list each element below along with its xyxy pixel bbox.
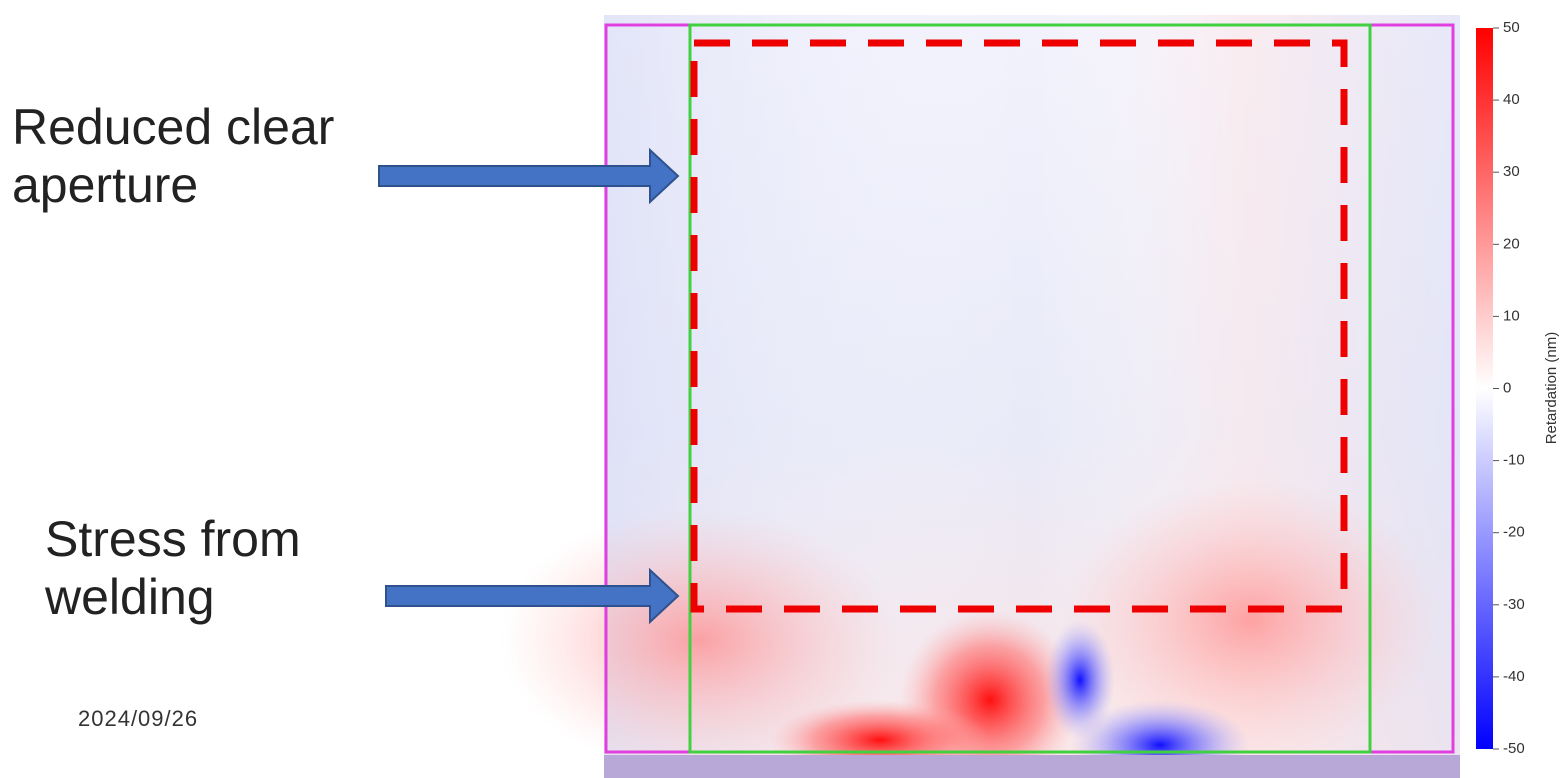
colorbar [1476, 28, 1493, 749]
tick-label: -30 [1503, 596, 1525, 613]
tick-label: 20 [1503, 235, 1520, 252]
tick-label: -40 [1503, 668, 1525, 685]
tick-label: -50 [1503, 740, 1525, 757]
tick-label: -20 [1503, 524, 1525, 541]
slide: Reduced clear aperture Stress from weldi… [0, 0, 1567, 778]
tick-label: 10 [1503, 307, 1520, 324]
tick-label: 0 [1503, 379, 1511, 396]
tick-label: -10 [1503, 452, 1525, 469]
tick-label: 40 [1503, 91, 1520, 108]
figure: Retardation (nm) 50 40 30 20 10 0 -10 -20 -30 -40… [0, 0, 1567, 778]
weld-seam [604, 755, 1460, 778]
colorbar-label: Retardation (nm) [1543, 332, 1560, 445]
tick-label: 30 [1503, 163, 1520, 180]
tick-label: 50 [1503, 19, 1520, 36]
